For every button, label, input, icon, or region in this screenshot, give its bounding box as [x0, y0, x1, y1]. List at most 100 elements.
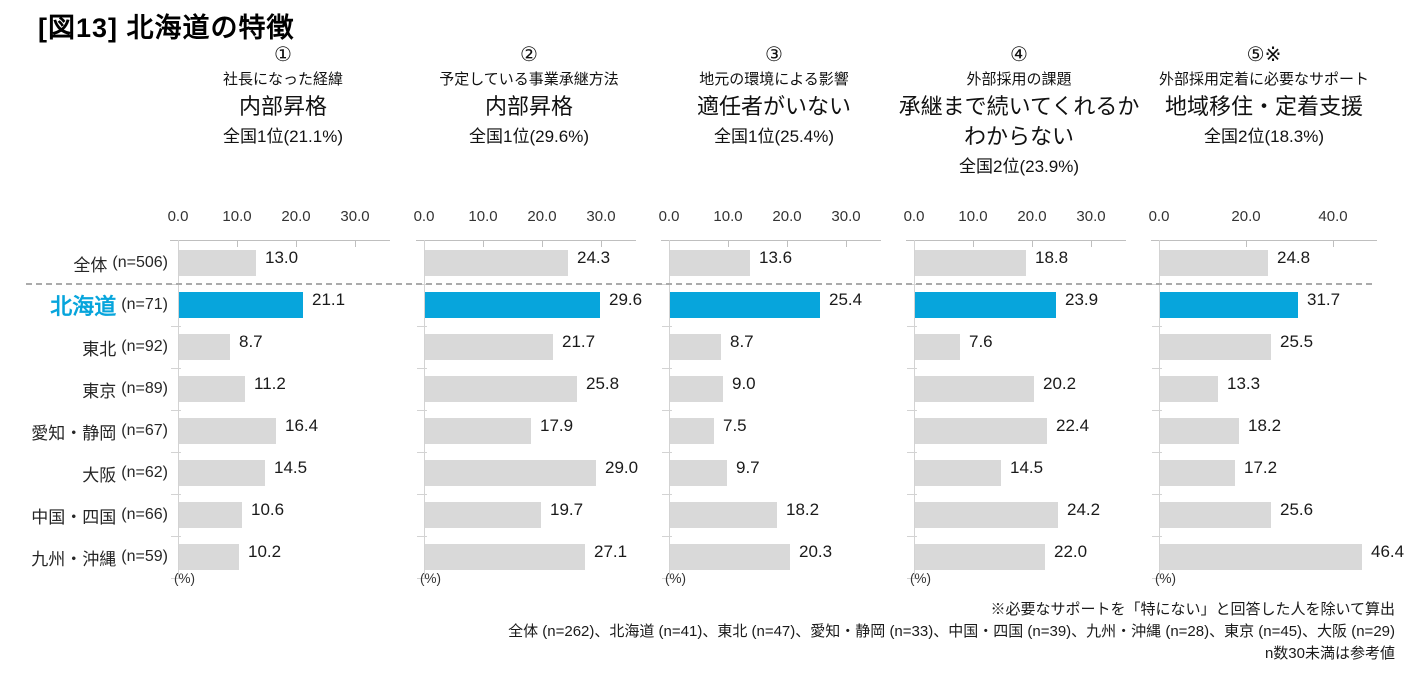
bar-value-label: 29.0 [605, 458, 639, 477]
x-axis-tick-label: 30.0 [340, 208, 370, 225]
y-axis-category-tick [417, 326, 427, 327]
bar-value-label: 13.6 [759, 248, 793, 267]
y-axis-category-tick [417, 536, 427, 537]
row-label-region: 愛知・静岡 [31, 423, 117, 443]
bar-value-label: 24.8 [1277, 248, 1311, 267]
x-axis-tick-label: 0.0 [903, 208, 925, 225]
panel-number: ① [274, 44, 292, 66]
panel-header: ② 予定している事業承継方法 内部昇格 全国1位(29.6%) [367, 42, 691, 150]
x-axis-tick-label: 40.0 [1318, 208, 1348, 225]
x-axis-tick-label: 10.0 [222, 208, 252, 225]
bar-highlighted [915, 292, 1056, 318]
bar-highlighted [670, 292, 820, 318]
bar-value-label: 21.7 [562, 332, 596, 351]
bar [179, 544, 239, 570]
bar-value-label: 24.3 [577, 248, 611, 267]
row-label-sample-size: (n=59) [121, 548, 168, 565]
y-axis-category-tick [417, 410, 427, 411]
bar-value-label: 20.3 [799, 542, 833, 561]
bar-value-label: 18.2 [786, 500, 820, 519]
y-axis-category-tick [907, 536, 917, 537]
bar [915, 544, 1045, 570]
percent-unit-label: (%) [910, 571, 931, 586]
y-axis-category-tick [1152, 368, 1162, 369]
bar [915, 502, 1058, 528]
row-label-region: 中国・四国 [31, 507, 117, 527]
x-axis-tick-mark [1032, 240, 1033, 247]
x-axis-tick-label: 20.0 [281, 208, 311, 225]
bar-value-label: 16.4 [285, 416, 319, 435]
bar [915, 376, 1034, 402]
y-axis-category-tick [171, 326, 181, 327]
bar [1160, 334, 1271, 360]
footnote-sample-sizes: 全体 (n=262)、北海道 (n=41)、東北 (n=47)、愛知・静岡 (n… [508, 623, 1395, 640]
bar-value-label: 18.8 [1035, 248, 1069, 267]
x-axis-tick-label: 10.0 [958, 208, 988, 225]
y-axis-category-tick [662, 494, 672, 495]
bar-value-label: 7.6 [969, 332, 993, 351]
panel-header: ④ 外部採用の課題 承継まで続いてくれるか わからない 全国2位(23.9%) [857, 42, 1181, 180]
bar [915, 460, 1001, 486]
panel-national-rank: 全国1位(29.6%) [469, 127, 589, 146]
panel-header: ⑤※ 外部採用定着に必要なサポート 地域移住・定着支援 全国2位(18.3%) [1102, 42, 1426, 150]
x-axis-tick-mark [296, 240, 297, 247]
x-axis-tick-mark [846, 240, 847, 247]
y-axis-line [178, 240, 179, 578]
y-axis-line [914, 240, 915, 578]
bar-value-label: 13.3 [1227, 374, 1261, 393]
bar-highlighted [179, 292, 303, 318]
x-axis-tick-mark [483, 240, 484, 247]
bar-value-label: 9.7 [736, 458, 760, 477]
row-label-sample-size: (n=66) [121, 506, 168, 523]
y-axis-category-tick [662, 368, 672, 369]
footnotes: ※必要なサポートを「特にない」と回答した人を除いて算出 全体 (n=262)、北… [508, 599, 1395, 665]
bar-value-label: 10.6 [251, 500, 285, 519]
panel-number: ③ [765, 44, 783, 66]
percent-unit-label: (%) [1155, 571, 1176, 586]
panel-subtitle: 地元の環境による影響 [699, 71, 849, 88]
y-axis-category-tick [171, 494, 181, 495]
panel-subtitle: 外部採用の課題 [966, 71, 1072, 88]
y-axis-category-tick [417, 494, 427, 495]
bar [670, 460, 727, 486]
bar [425, 544, 585, 570]
row-label-sample-size: (n=71) [121, 296, 168, 313]
panel-subtitle: 社長になった経緯 [222, 71, 343, 88]
panel-highlight-answer: 適任者がいない [696, 94, 851, 119]
bar [179, 418, 276, 444]
panel-subtitle: 予定している事業承継方法 [439, 71, 619, 88]
x-axis-tick-label: 0.0 [658, 208, 680, 225]
bar-value-label: 22.4 [1056, 416, 1090, 435]
bar [670, 376, 723, 402]
y-axis-category-tick [662, 578, 672, 579]
y-axis-category-tick [907, 494, 917, 495]
bar [179, 334, 230, 360]
row-label-region: 全体 [73, 255, 108, 275]
bar [425, 502, 541, 528]
x-axis-tick-mark [787, 240, 788, 247]
bar [425, 460, 596, 486]
overall-vs-regions-separator [26, 283, 1372, 285]
x-axis-tick-mark [728, 240, 729, 247]
row-label-region: 大阪 [82, 465, 117, 485]
x-axis-tick-label: 10.0 [468, 208, 498, 225]
row-label: 東京 (n=89) [0, 368, 168, 410]
row-label-region: 東北 [82, 339, 117, 359]
x-axis-tick-mark [542, 240, 543, 247]
panel-number: ② [520, 44, 538, 66]
y-axis-category-tick [1152, 536, 1162, 537]
y-axis-category-tick [1152, 494, 1162, 495]
bar [1160, 544, 1362, 570]
bar-highlighted [1160, 292, 1298, 318]
bar [915, 418, 1047, 444]
row-label-sample-size: (n=67) [121, 422, 168, 439]
bar-value-label: 29.6 [609, 290, 643, 309]
panel-national-rank: 全国1位(25.4%) [714, 127, 834, 146]
bar [179, 376, 245, 402]
bar-value-label: 46.4 [1371, 542, 1405, 561]
footnote-reference-note: n数30未満は参考値 [1264, 645, 1395, 662]
bar [670, 334, 721, 360]
percent-unit-label: (%) [665, 571, 686, 586]
y-axis-line [1159, 240, 1160, 578]
x-axis-tick-label: 20.0 [772, 208, 802, 225]
